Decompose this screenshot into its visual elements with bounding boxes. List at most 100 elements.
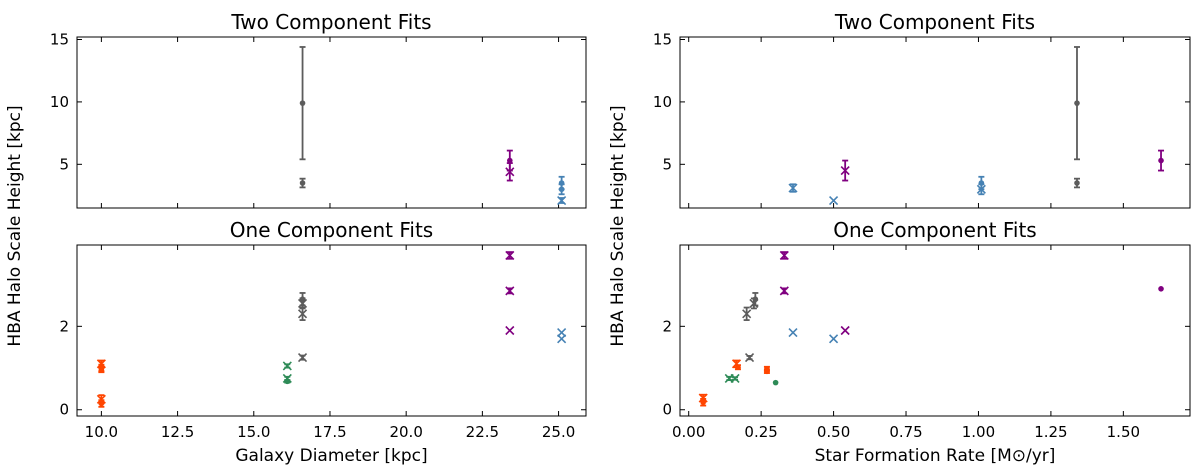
data-point bbox=[1073, 177, 1080, 189]
data-point bbox=[98, 399, 105, 408]
dot-marker bbox=[1158, 157, 1164, 164]
axes-frame bbox=[679, 36, 1191, 209]
x-tick-label: 17.5 bbox=[313, 423, 346, 441]
y-tick-label: 2 bbox=[662, 317, 672, 335]
data-point bbox=[1073, 46, 1080, 161]
data-point bbox=[557, 334, 567, 344]
y-tick-label: 10 bbox=[653, 93, 672, 111]
data-point bbox=[282, 361, 292, 371]
data-point bbox=[829, 334, 839, 344]
data-point bbox=[763, 368, 770, 375]
x-marker bbox=[557, 195, 567, 206]
x-marker bbox=[788, 183, 798, 193]
y-axis-label: HBA Halo Scale Height [kpc] bbox=[5, 105, 25, 346]
x-tick-label: 1.50 bbox=[1107, 423, 1140, 441]
data-point bbox=[752, 292, 759, 307]
subplot-right-top-two-component: Two Component Fits 5 10 15 bbox=[653, 10, 1191, 209]
x-marker bbox=[505, 286, 515, 296]
dot-marker bbox=[1158, 285, 1164, 292]
x-marker bbox=[505, 325, 515, 336]
dot-marker bbox=[1074, 180, 1080, 186]
data-point bbox=[558, 183, 565, 196]
x-axis-label: Star Formation Rate [M⊙/yr] bbox=[815, 446, 1056, 466]
data-point bbox=[297, 306, 308, 321]
x-marker bbox=[840, 325, 850, 336]
x-marker bbox=[282, 361, 292, 371]
x-tick-label: 22.5 bbox=[466, 423, 499, 441]
x-tick-label: 1.00 bbox=[962, 423, 995, 441]
data-point bbox=[505, 250, 515, 260]
data-point bbox=[840, 159, 850, 182]
y-tick-label: 0 bbox=[662, 401, 672, 419]
data-point bbox=[840, 325, 850, 336]
data-point bbox=[505, 325, 515, 336]
x-tick-label: 20.0 bbox=[389, 423, 422, 441]
dot-marker bbox=[98, 367, 105, 373]
x-tick-label: 0.50 bbox=[817, 423, 850, 441]
subplot-title: Two Component Fits bbox=[230, 10, 431, 34]
data-point bbox=[772, 379, 779, 386]
x-marker bbox=[840, 165, 850, 176]
data-point bbox=[829, 195, 839, 206]
dot-marker bbox=[700, 399, 706, 406]
data-point bbox=[734, 364, 741, 371]
x-tick-label: 12.5 bbox=[161, 423, 194, 441]
x-marker bbox=[297, 309, 308, 319]
data-point bbox=[299, 46, 306, 161]
data-point bbox=[779, 286, 789, 296]
data-point bbox=[700, 397, 707, 407]
data-point bbox=[1158, 285, 1164, 292]
data-point bbox=[788, 328, 798, 338]
axes-frame bbox=[679, 244, 1191, 417]
y-axis-label: HBA Halo Scale Height [kpc] bbox=[608, 105, 628, 346]
subplot-title: One Component Fits bbox=[833, 218, 1036, 242]
data-point bbox=[299, 177, 306, 189]
x-marker bbox=[779, 286, 789, 296]
dot-marker bbox=[772, 379, 779, 386]
data-point bbox=[557, 195, 567, 206]
x-marker bbox=[829, 195, 839, 206]
y-tick-label: 15 bbox=[50, 30, 69, 48]
data-point bbox=[742, 306, 752, 321]
data-point bbox=[730, 373, 740, 384]
x-tick-label: 0.00 bbox=[672, 423, 705, 441]
x-tick-label: 15.0 bbox=[237, 423, 270, 441]
y-tick-label: 15 bbox=[653, 30, 672, 48]
dot-marker bbox=[299, 100, 306, 106]
subplot-title: One Component Fits bbox=[230, 218, 433, 242]
x-tick-label: 1.25 bbox=[1034, 423, 1067, 441]
axes-frame bbox=[76, 244, 587, 417]
x-tick-label: 0.75 bbox=[889, 423, 922, 441]
x-marker bbox=[505, 250, 515, 260]
y-tick-label: 2 bbox=[59, 317, 69, 335]
y-tick-label: 5 bbox=[662, 155, 672, 173]
x-marker bbox=[557, 334, 567, 344]
dot-marker bbox=[558, 186, 565, 193]
x-tick-label: 0.25 bbox=[744, 423, 777, 441]
x-axis-label: Galaxy Diameter [kpc] bbox=[235, 446, 427, 466]
subplot-left-top-two-component: Two Component Fits 5 10 15 bbox=[50, 10, 587, 209]
dot-marker bbox=[98, 400, 105, 407]
subplot-right-bottom-one-component: One Component Fits 0.00 0.25 0.50 0.75 1.00 1.… bbox=[608, 105, 1191, 466]
data-point bbox=[505, 286, 515, 296]
x-marker bbox=[976, 184, 986, 194]
x-marker bbox=[742, 309, 752, 319]
dot-marker bbox=[284, 378, 291, 385]
x-marker bbox=[730, 373, 740, 384]
data-point bbox=[505, 162, 515, 182]
data-point bbox=[976, 183, 986, 196]
data-point bbox=[788, 183, 798, 193]
x-marker bbox=[779, 250, 789, 260]
x-marker bbox=[297, 298, 308, 308]
x-tick-label: 25.0 bbox=[542, 423, 575, 441]
y-tick-label: 0 bbox=[59, 401, 69, 419]
data-point bbox=[297, 353, 308, 363]
data-point bbox=[98, 367, 105, 374]
x-marker bbox=[505, 167, 515, 177]
dot-marker bbox=[299, 180, 306, 186]
x-marker bbox=[731, 359, 742, 369]
data-point bbox=[779, 250, 789, 260]
axes-frame bbox=[76, 36, 587, 209]
